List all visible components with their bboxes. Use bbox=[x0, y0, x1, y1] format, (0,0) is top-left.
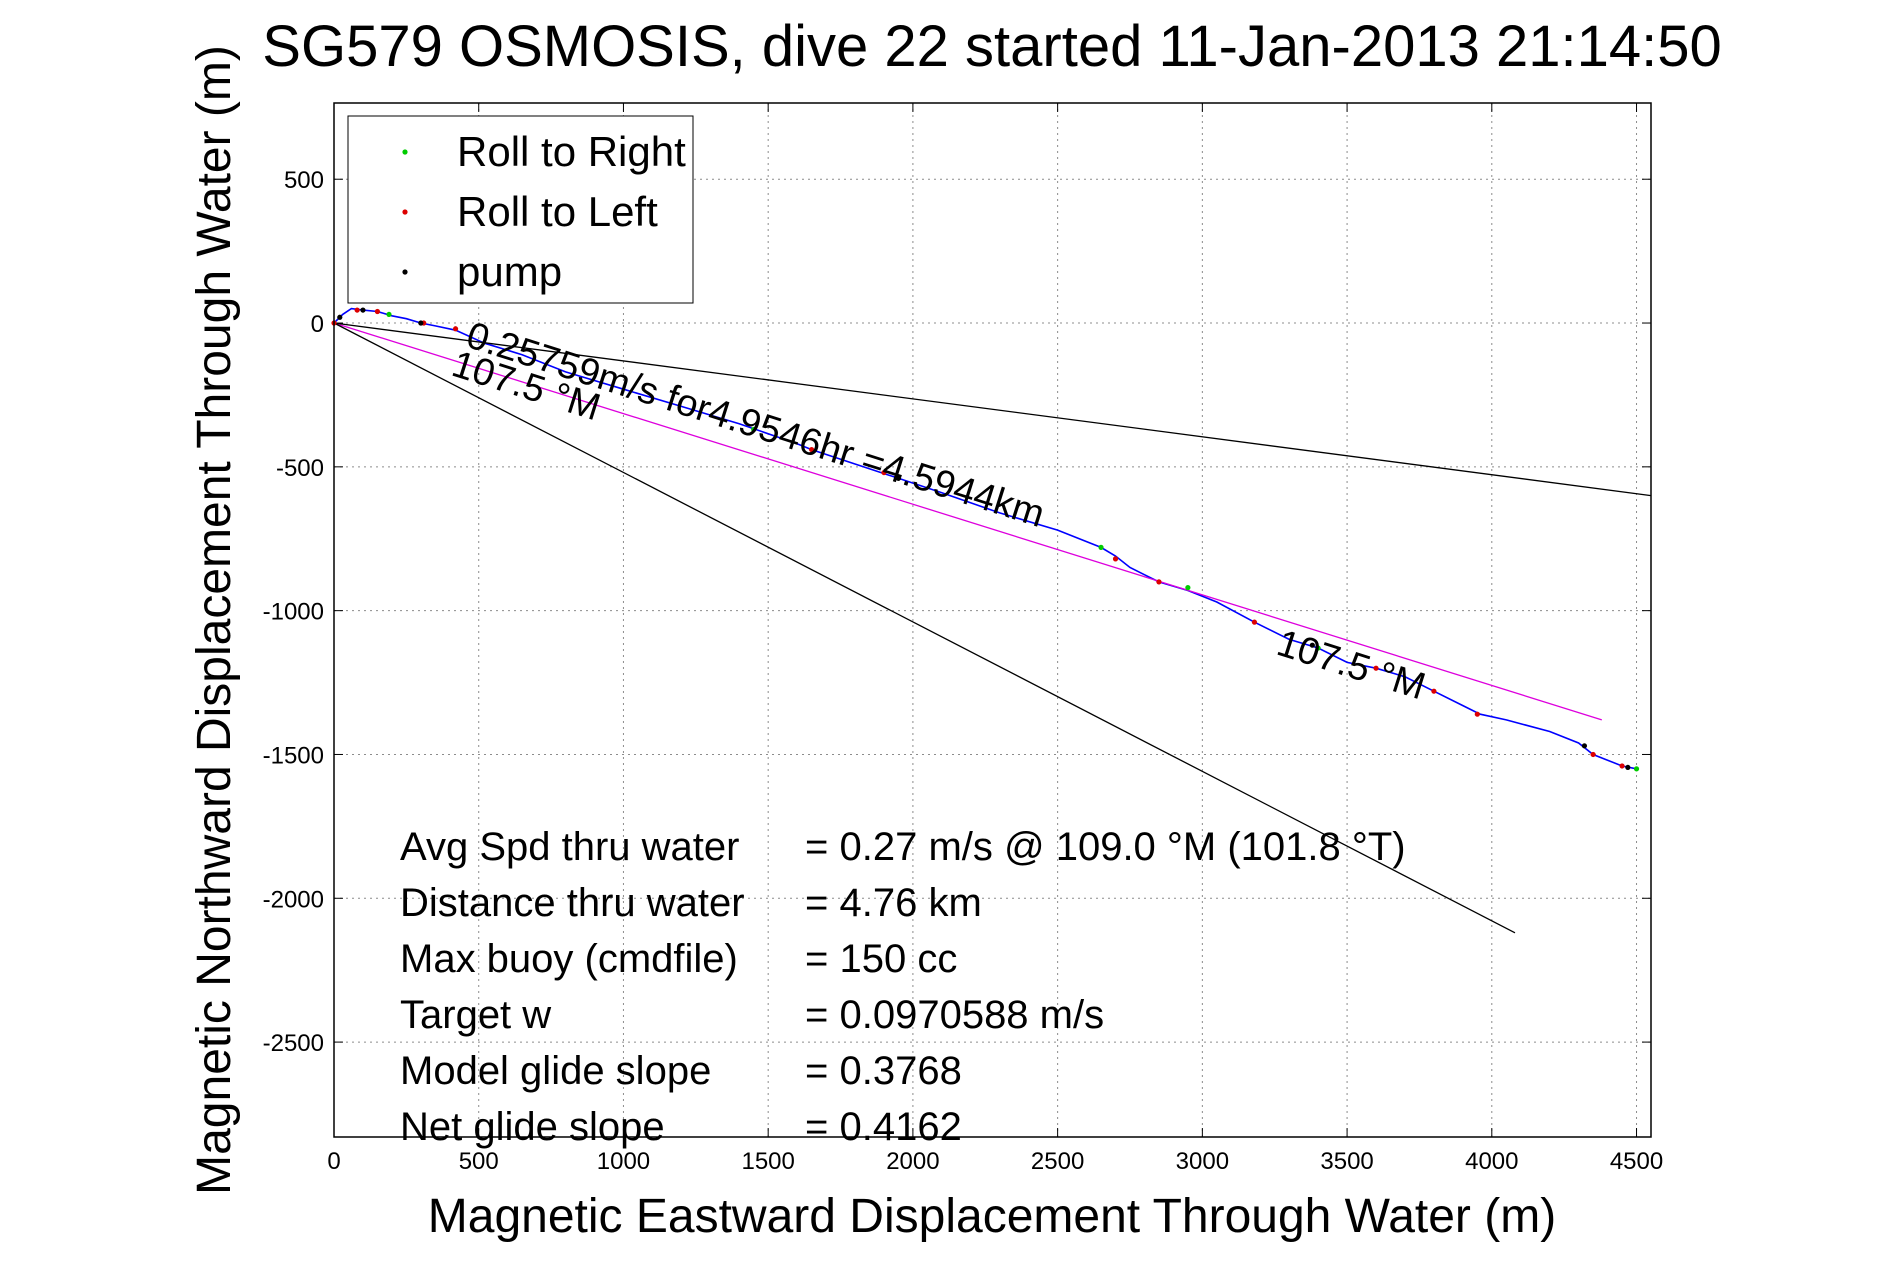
legend: Roll to Right Roll to Left pump bbox=[347, 115, 694, 304]
roll-left-marker bbox=[1590, 751, 1596, 758]
roll-left-marker bbox=[881, 469, 887, 476]
pump-marker bbox=[360, 307, 366, 313]
stats-block: Avg Spd thru water = 0.27 m/s @ 109.0 °M … bbox=[400, 825, 1406, 1149]
y-tick-label: -2000 bbox=[263, 886, 324, 913]
pump-marker bbox=[337, 314, 343, 320]
ticks: 0 500 1000 1500 2000 2500 3000 3500 4000 45005000… bbox=[263, 103, 1663, 1175]
plot-frame bbox=[333, 102, 1652, 1138]
x-tick-label: 1000 bbox=[597, 1148, 650, 1175]
y-tick-label: -1500 bbox=[263, 742, 324, 769]
roll-left-marker bbox=[1156, 579, 1162, 585]
y-tick-label: 0 bbox=[311, 311, 324, 338]
legend-marker bbox=[402, 209, 408, 215]
x-tick-label: 2000 bbox=[886, 1148, 939, 1175]
stat-value: = 0.0970588 m/s bbox=[805, 993, 1104, 1037]
x-tick-label: 0 bbox=[327, 1148, 340, 1175]
x-tick-label: 500 bbox=[459, 1148, 499, 1175]
x-tick-label: 3000 bbox=[1176, 1148, 1229, 1175]
stat-label: Net glide slope bbox=[400, 1105, 665, 1149]
roll-left-marker bbox=[452, 326, 459, 332]
roll-left-marker bbox=[1373, 665, 1379, 671]
roll-right-marker bbox=[1315, 645, 1321, 651]
legend-label: Roll to Left bbox=[457, 188, 658, 235]
pump-marker bbox=[1309, 642, 1315, 648]
y-tick-label: -1000 bbox=[263, 599, 324, 626]
roll-left-marker bbox=[1431, 688, 1437, 694]
chart-title: SG579 OSMOSIS, dive 22 started 11-Jan-20… bbox=[262, 14, 1721, 79]
stat-label: Avg Spd thru water bbox=[400, 825, 739, 869]
heading-line-line bbox=[333, 322, 1516, 934]
y-axis-label: Magnetic Northward Displacement Through … bbox=[188, 45, 241, 1195]
pump-marker bbox=[895, 475, 902, 481]
stat-label: Target w bbox=[400, 993, 551, 1037]
x-tick-label: 4500 bbox=[1610, 1148, 1663, 1175]
stat-value: = 4.76 km bbox=[805, 881, 982, 925]
roll-left-marker bbox=[1112, 556, 1119, 562]
legend-marker bbox=[402, 269, 408, 275]
roll-left-marker bbox=[808, 446, 815, 453]
roll-right-marker bbox=[751, 426, 757, 433]
x-tick-label: 4000 bbox=[1465, 1148, 1518, 1175]
stat-value: = 0.4162 bbox=[805, 1105, 962, 1149]
pump-marker bbox=[1625, 764, 1631, 771]
roll-left-marker bbox=[1251, 619, 1258, 625]
pump-marker bbox=[418, 320, 424, 326]
heading-line-line bbox=[333, 322, 1652, 497]
stat-label: Model glide slope bbox=[400, 1049, 711, 1093]
stat-value: = 150 cc bbox=[805, 937, 957, 981]
legend-marker bbox=[402, 149, 408, 155]
stat-label: Distance thru water bbox=[400, 881, 745, 925]
roll-left-marker bbox=[354, 307, 360, 313]
y-tick-label: -500 bbox=[276, 455, 324, 482]
x-tick-label: 2500 bbox=[1031, 1148, 1084, 1175]
stat-value: = 0.27 m/s @ 109.0 °M (101.8 °T) bbox=[805, 825, 1406, 869]
stat-value: = 0.3768 bbox=[805, 1049, 962, 1093]
roll-right-marker bbox=[1185, 585, 1191, 591]
roll-right-marker bbox=[386, 311, 392, 318]
markers bbox=[331, 307, 1640, 772]
average-vector-line bbox=[333, 322, 1602, 721]
y-tick-label: -2500 bbox=[263, 1030, 324, 1057]
roll-right-marker bbox=[1633, 766, 1640, 772]
roll-right-marker bbox=[1098, 544, 1104, 550]
roll-left-marker bbox=[1619, 763, 1625, 769]
x-tick-label: 3500 bbox=[1320, 1148, 1373, 1175]
roll-left-marker bbox=[374, 308, 381, 315]
legend-label: pump bbox=[457, 248, 562, 295]
x-tick-label: 1500 bbox=[741, 1148, 794, 1175]
x-axis-label: Magnetic Eastward Displacement Through W… bbox=[428, 1190, 1556, 1243]
stat-label: Max buoy (cmdfile) bbox=[400, 937, 738, 981]
legend-label: Roll to Right bbox=[457, 128, 686, 175]
y-tick-label: 500 bbox=[284, 167, 324, 194]
pump-marker bbox=[1581, 743, 1588, 749]
roll-left-marker bbox=[1474, 711, 1480, 717]
